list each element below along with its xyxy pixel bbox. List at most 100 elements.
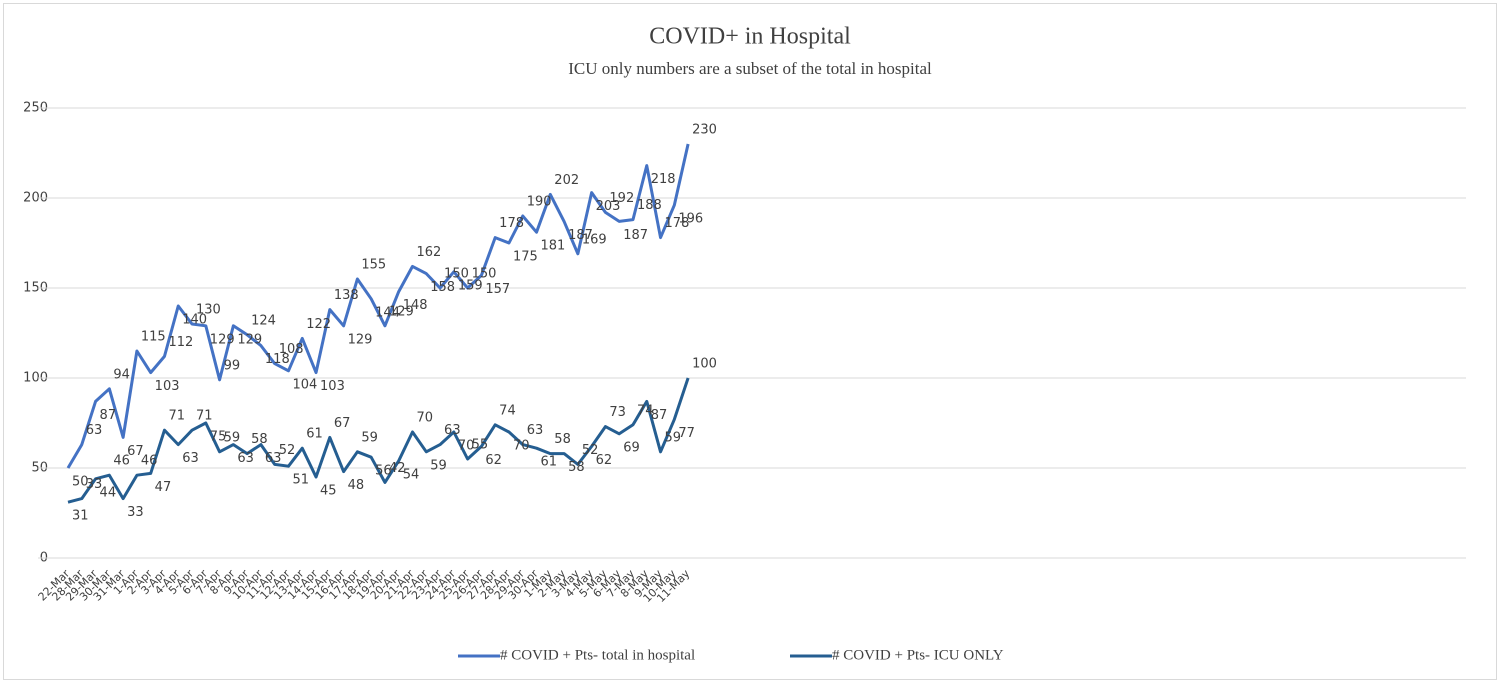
y-tick-label: 100: [23, 371, 48, 386]
data-label: 70: [513, 439, 530, 454]
data-label: 63: [265, 451, 282, 466]
data-label: 99: [224, 358, 241, 373]
data-label: 47: [155, 480, 172, 495]
data-label: 118: [265, 352, 290, 367]
data-label: 46: [141, 454, 158, 469]
data-label: 33: [127, 505, 144, 520]
data-label: 196: [678, 212, 703, 227]
data-label: 63: [527, 423, 544, 438]
data-label: 230: [692, 123, 717, 138]
data-label: 61: [306, 427, 323, 442]
data-label: 144: [375, 305, 400, 320]
data-label: 54: [403, 467, 420, 482]
data-label: 70: [458, 439, 475, 454]
data-label: 140: [182, 313, 207, 328]
data-label: 129: [389, 304, 414, 319]
data-label: 63: [86, 423, 103, 438]
data-label: 67: [334, 416, 351, 431]
data-label: 58: [554, 432, 571, 447]
y-tick-label: 150: [23, 281, 48, 296]
data-label: 70: [417, 411, 434, 426]
data-label: 124: [251, 313, 276, 328]
data-label: 157: [485, 282, 510, 297]
data-label: 44: [100, 485, 117, 500]
data-label: 61: [541, 455, 558, 470]
data-label: 162: [417, 245, 442, 260]
data-label: 129: [237, 332, 262, 347]
data-label: 87: [100, 408, 117, 423]
data-label: 188: [637, 198, 662, 213]
data-label: 63: [237, 451, 254, 466]
data-label: 67: [127, 444, 144, 459]
data-label: 59: [430, 458, 447, 473]
data-label: 190: [527, 195, 552, 210]
data-label: 138: [334, 288, 359, 303]
y-tick-label: 200: [23, 191, 48, 206]
data-label: 129: [348, 332, 373, 347]
data-label: 115: [141, 330, 166, 345]
data-label: 51: [292, 473, 309, 488]
series-line: [67, 377, 690, 504]
data-label: 218: [651, 172, 676, 187]
data-label: 62: [485, 453, 502, 468]
data-label: 103: [155, 379, 180, 394]
data-label: 130: [196, 303, 221, 318]
data-label: 63: [444, 423, 461, 438]
data-label: 74: [499, 403, 516, 418]
chart-border: [3, 3, 1497, 680]
data-label: 59: [665, 430, 682, 445]
data-label: 158: [430, 280, 455, 295]
data-label: 169: [582, 232, 607, 247]
data-label: 175: [513, 250, 538, 265]
data-label: 71: [196, 409, 213, 424]
data-label: 178: [665, 216, 690, 231]
data-label: 202: [554, 173, 579, 188]
data-label: 71: [168, 409, 185, 424]
data-label: 75: [210, 430, 227, 445]
chart-title: COVID+ in Hospital: [649, 24, 851, 50]
data-label: 150: [444, 267, 469, 282]
data-label: 104: [292, 377, 317, 392]
data-label: 55: [472, 438, 489, 453]
data-label: 59: [224, 430, 241, 445]
data-label: 73: [609, 405, 626, 420]
chart-subtitle: ICU only numbers are a subset of the tot…: [568, 59, 932, 78]
data-label: 108: [279, 342, 304, 357]
data-label: 203: [596, 199, 621, 214]
data-label: 103: [320, 379, 345, 394]
data-label: 100: [692, 357, 717, 372]
data-label: 87: [651, 408, 668, 423]
data-label: 33: [86, 477, 103, 492]
data-label: 56: [375, 464, 392, 479]
data-label: 192: [609, 191, 634, 206]
data-label: 150: [472, 267, 497, 282]
legend-label: # COVID + Pts- ICU ONLY: [832, 647, 1004, 663]
data-label: 46: [113, 454, 130, 469]
data-label: 69: [623, 440, 640, 455]
data-label: 122: [306, 317, 331, 332]
data-label: 94: [113, 367, 130, 382]
data-label: 58: [251, 432, 268, 447]
data-label: 187: [568, 228, 593, 243]
data-label: 52: [582, 443, 599, 458]
data-label: 42: [389, 461, 406, 476]
data-label: 45: [320, 484, 337, 499]
data-label: 178: [499, 216, 524, 231]
data-label: 48: [348, 478, 365, 493]
data-label: 159: [458, 278, 483, 293]
legend-label: # COVID + Pts- total in hospital: [500, 647, 695, 663]
data-label: 63: [182, 451, 199, 466]
data-label: 181: [541, 239, 566, 254]
data-label: 155: [361, 258, 386, 273]
data-label: 62: [596, 453, 613, 468]
series-line: [66, 143, 690, 469]
data-label: 148: [403, 298, 428, 313]
data-label: 52: [279, 443, 296, 458]
data-label: 129: [210, 332, 235, 347]
data-label: 74: [637, 403, 654, 418]
data-label: 59: [361, 430, 378, 445]
data-label: 50: [72, 475, 89, 490]
data-label: 31: [72, 509, 89, 524]
data-label: 112: [168, 335, 193, 350]
